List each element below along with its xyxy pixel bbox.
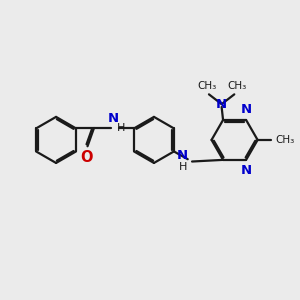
Text: CH₃: CH₃ — [197, 81, 216, 91]
Text: H: H — [117, 123, 125, 134]
Text: N: N — [108, 112, 119, 125]
Text: O: O — [80, 150, 93, 165]
Text: N: N — [241, 103, 252, 116]
Text: CH₃: CH₃ — [227, 81, 246, 91]
Text: CH₃: CH₃ — [276, 135, 295, 145]
Text: N: N — [241, 164, 252, 177]
Text: H: H — [178, 162, 187, 172]
Text: N: N — [216, 98, 227, 111]
Text: N: N — [177, 149, 188, 162]
